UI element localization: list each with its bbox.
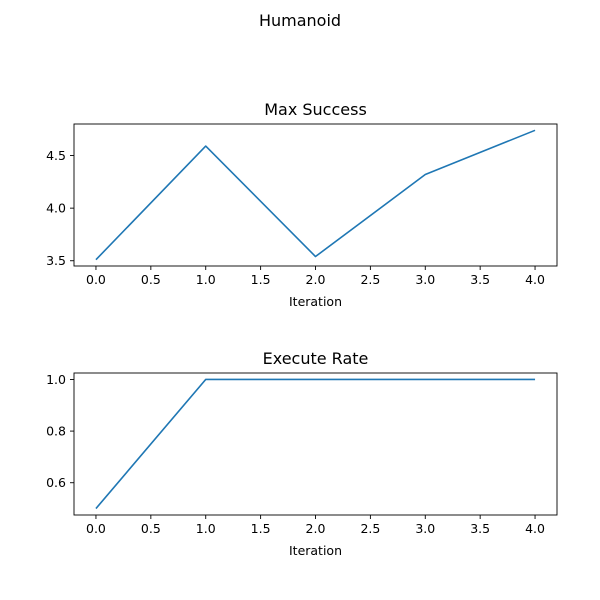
x-tick-label: 3.5 bbox=[470, 272, 490, 287]
series-line-0 bbox=[95, 378, 536, 510]
chart-title: Execute Rate bbox=[263, 349, 369, 368]
x-tick-label: 2.0 bbox=[306, 272, 326, 287]
x-tick-label: 0.5 bbox=[141, 272, 161, 287]
x-tick-label: 2.0 bbox=[306, 521, 326, 536]
figure-title: Humanoid bbox=[259, 11, 341, 30]
y-tick-label: 0.6 bbox=[46, 475, 66, 490]
y-tick-label: 0.8 bbox=[46, 424, 66, 439]
series-line-0 bbox=[95, 129, 536, 261]
x-tick-label: 1.0 bbox=[196, 272, 216, 287]
chart-execute-rate: Execute Rate Iteration 0.0 0.5 1.0 1.5 2.0 2.… bbox=[46, 349, 558, 558]
chart-max-success: Max Success Iteration 0.0 0.5 1.0 1.5 2.0 2.5… bbox=[46, 100, 558, 309]
x-tick-label: 3.0 bbox=[415, 272, 435, 287]
x-axis-label: Iteration bbox=[289, 294, 342, 309]
x-tick-label: 1.5 bbox=[251, 521, 271, 536]
x-tick-label: 0.0 bbox=[86, 521, 106, 536]
y-tick-label: 4.0 bbox=[46, 201, 66, 216]
y-tick-label: 4.5 bbox=[46, 148, 66, 163]
x-tick-label: 2.5 bbox=[360, 521, 380, 536]
x-tick-label: 1.5 bbox=[251, 272, 271, 287]
plot-frame bbox=[73, 372, 558, 516]
y-tick-label: 3.5 bbox=[46, 253, 66, 268]
x-tick-label: 3.5 bbox=[470, 521, 490, 536]
x-tick-label: 0.0 bbox=[86, 272, 106, 287]
x-tick-label: 3.0 bbox=[415, 521, 435, 536]
x-tick-label: 4.0 bbox=[525, 521, 545, 536]
x-tick-label: 1.0 bbox=[196, 521, 216, 536]
plot-frame bbox=[73, 123, 558, 267]
y-tick-label: 1.0 bbox=[46, 372, 66, 387]
x-tick-label: 0.5 bbox=[141, 521, 161, 536]
x-tick-label: 2.5 bbox=[360, 272, 380, 287]
x-tick-label: 4.0 bbox=[525, 272, 545, 287]
chart-title: Max Success bbox=[264, 100, 367, 119]
x-axis-label: Iteration bbox=[289, 543, 342, 558]
